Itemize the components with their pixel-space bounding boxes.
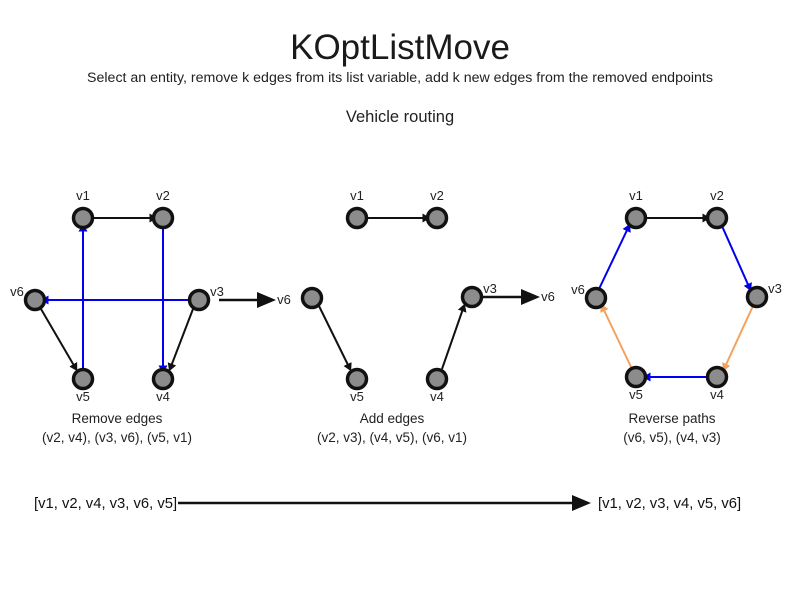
svg-text:v3: v3 [483, 281, 497, 296]
svg-text:v4: v4 [710, 387, 724, 402]
svg-text:v2: v2 [156, 188, 170, 203]
svg-text:v1: v1 [629, 188, 643, 203]
svg-text:v2: v2 [710, 188, 724, 203]
svg-text:v3: v3 [768, 281, 782, 296]
svg-text:v2: v2 [430, 188, 444, 203]
svg-text:v6: v6 [571, 282, 585, 297]
svg-text:v4: v4 [430, 389, 444, 404]
svg-text:v5: v5 [629, 387, 643, 402]
svg-text:v1: v1 [350, 188, 364, 203]
svg-text:v4: v4 [156, 389, 170, 404]
svg-text:v5: v5 [76, 389, 90, 404]
svg-text:v3: v3 [210, 284, 224, 299]
svg-text:v6: v6 [541, 289, 555, 304]
svg-text:[v1, v2, v4, v3, v6, v5]: [v1, v2, v4, v3, v6, v5] [34, 496, 177, 512]
svg-text:v6: v6 [277, 292, 291, 307]
svg-text:v5: v5 [350, 389, 364, 404]
svg-text:[v1, v2, v3, v4, v5, v6]: [v1, v2, v3, v4, v5, v6] [598, 496, 741, 512]
svg-text:v1: v1 [76, 188, 90, 203]
svg-text:v6: v6 [10, 284, 24, 299]
